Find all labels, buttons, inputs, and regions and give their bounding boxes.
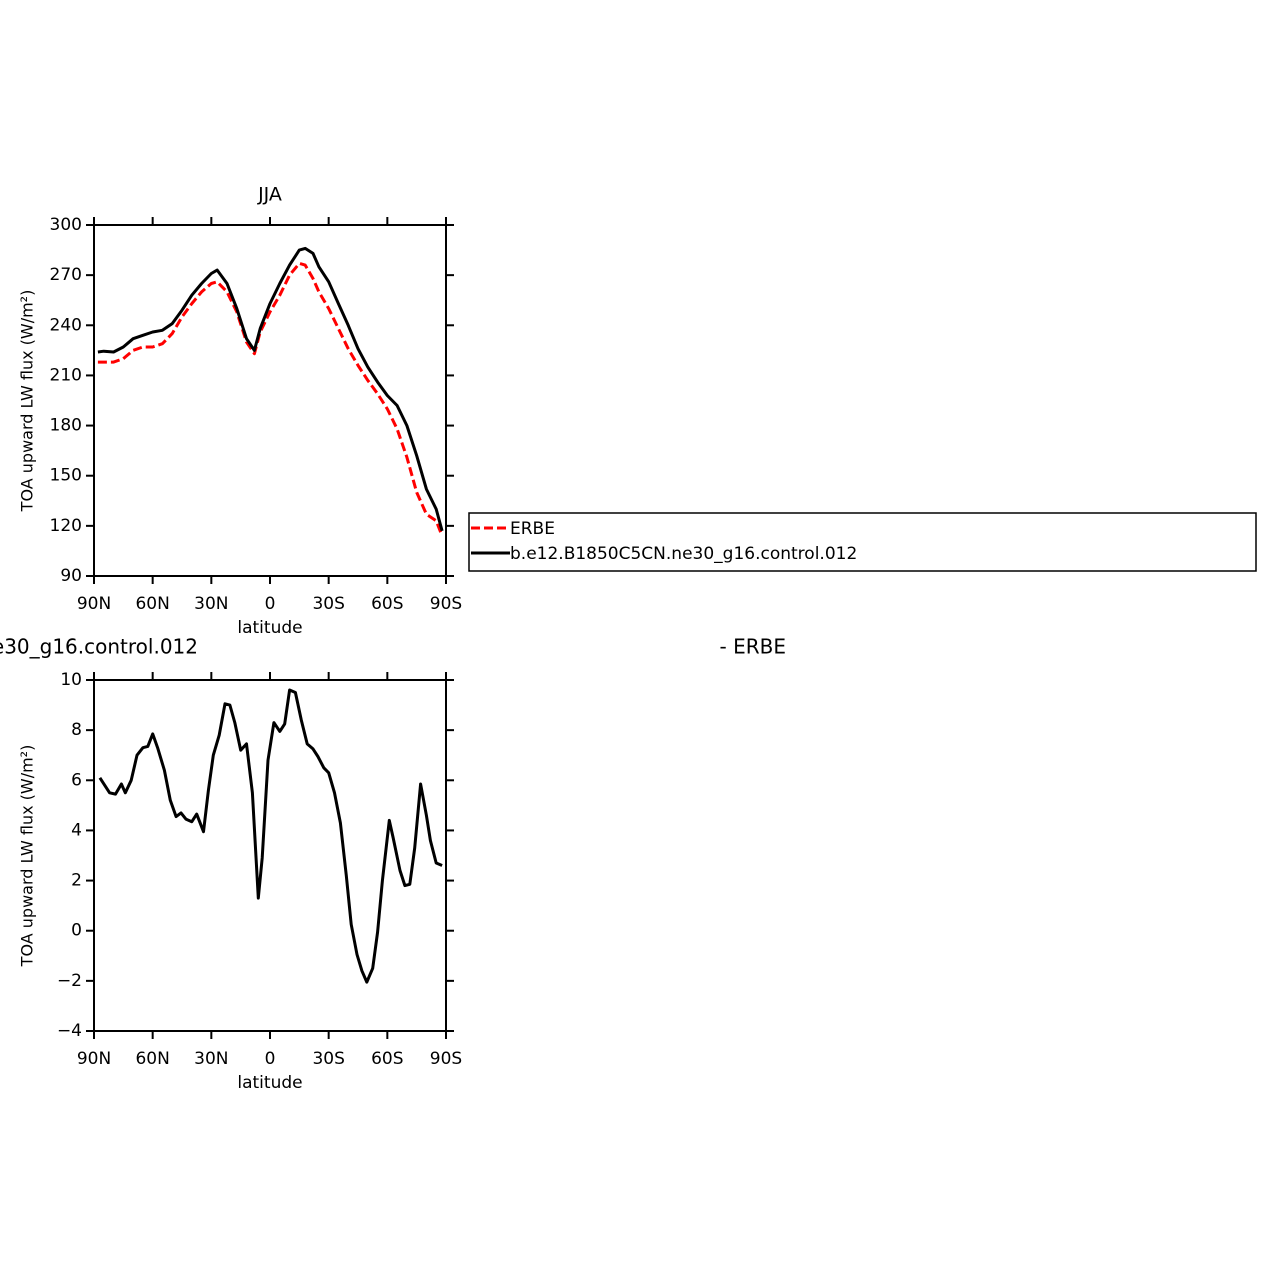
x-tick-label: 30S: [312, 594, 344, 614]
y-tick-label: 120: [50, 516, 82, 536]
x-tick-label: 60S: [371, 1049, 403, 1069]
y-tick-label: 4: [71, 820, 82, 840]
y-tick-label: 2: [71, 871, 82, 891]
chart-title-right: - ERBE: [720, 635, 786, 659]
y-tick-label: 90: [60, 566, 82, 586]
data-line: [98, 688, 443, 984]
y-tick-label: 8: [71, 720, 82, 740]
y-tick-label: 240: [50, 315, 82, 335]
x-tick-label: 30N: [194, 594, 228, 614]
x-axis-label: latitude: [237, 1073, 302, 1093]
y-tick-label: 6: [71, 770, 82, 790]
y-tick-label: 210: [50, 365, 82, 385]
y-tick-label: 300: [50, 215, 82, 235]
legend-box: [468, 512, 1257, 572]
y-tick-label: 270: [50, 265, 82, 285]
x-tick-label: 60S: [371, 594, 403, 614]
data-line: [97, 246, 444, 532]
chart-title-left: b.e12.B1850C5CN.ne30_g16.control.012: [0, 635, 198, 659]
y-tick-label: 180: [50, 416, 82, 436]
x-tick-label: 30S: [312, 1049, 344, 1069]
data-line: [97, 261, 444, 537]
y-tick-label: −4: [57, 1021, 82, 1041]
y-tick-label: −2: [57, 971, 82, 991]
x-tick-label: 30N: [194, 1049, 228, 1069]
y-tick-label: 10: [60, 670, 82, 690]
x-tick-label: 90N: [77, 594, 111, 614]
y-axis-label: TOA upward LW flux (W/m²): [18, 290, 37, 513]
x-tick-label: 60N: [135, 594, 169, 614]
x-tick-label: 90S: [430, 594, 462, 614]
y-tick-label: 150: [50, 466, 82, 486]
plot-frame: [93, 679, 447, 1032]
x-tick-label: 60N: [135, 1049, 169, 1069]
x-tick-label: 0: [265, 594, 276, 614]
x-tick-label: 90N: [77, 1049, 111, 1069]
y-axis-label: TOA upward LW flux (W/m²): [18, 745, 37, 968]
x-axis-label: latitude: [237, 618, 302, 638]
legend-label: ERBE: [510, 519, 555, 539]
chart-title: JJA: [257, 184, 282, 206]
x-tick-label: 0: [265, 1049, 276, 1069]
y-tick-label: 0: [71, 921, 82, 941]
legend-label: b.e12.B1850C5CN.ne30_g16.control.012: [510, 544, 857, 564]
x-tick-label: 90S: [430, 1049, 462, 1069]
